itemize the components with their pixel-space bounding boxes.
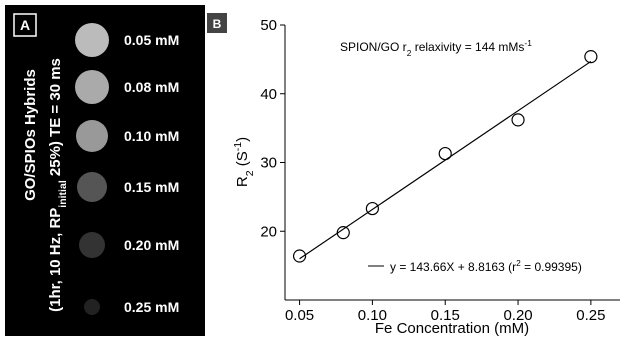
y-tick-label: 50 [260,17,277,34]
data-point [366,203,378,215]
title-part: initial [57,180,69,208]
panel-label: A [20,17,30,33]
concentration-label: 0.20 mM [124,237,179,253]
concentration-label: 0.15 mM [124,179,179,195]
phantom [75,70,109,104]
phantom [79,232,105,258]
concentration-label: 0.25 mM [124,299,179,315]
title-part: GO/SPIOs Hybrids [22,69,39,201]
x-tick-label: 0.10 [358,307,387,324]
x-tick-label: 0.25 [576,307,605,324]
y-label-part: (S [234,151,251,170]
concentration-label: 0.08 mM [124,79,179,95]
annotation-part: SPION/GO r [340,40,407,54]
x-tick-label: 0.20 [503,307,532,324]
phantom [77,172,107,202]
y-tick-label: 30 [260,155,277,172]
panel-title: GO/SPIOs Hybrids [22,69,39,201]
annotation-part: relaxivity = 144 mMs [411,40,524,54]
data-point [439,148,451,160]
figure: A GO/SPIOs Hybrids (1hr, 10 Hz, RPinitia… [0,0,625,341]
y-label-part: R [234,176,251,187]
y-axis-label: R2 (S-1) [232,137,256,187]
y-label-part: ) [234,137,251,142]
y-tick-label: 20 [260,223,277,240]
phantom [84,299,100,315]
data-point [512,114,524,126]
fit-label-part: = 0.99395) [521,260,582,274]
data-point [585,51,597,63]
annotation: SPION/GO r2 relaxivity = 144 mMs-1 [340,38,532,58]
concentration-label: 0.05 mM [124,32,179,48]
y-tick-label: 40 [260,86,277,103]
panel-label: B [213,17,222,31]
fit-label-part: y = 143.66X + 8.8163 (r [390,260,516,274]
y-label-part: -1 [232,142,244,151]
title-part: (1hr, 10 Hz, RP [47,208,64,312]
annotation-part: -1 [524,38,532,48]
x-tick-label: 0.15 [431,307,460,324]
phantom [75,23,109,57]
x-tick-label: 0.05 [285,307,314,324]
phantom [76,120,108,152]
fit-label: y = 143.66X + 8.8163 (r2 = 0.99395) [390,258,582,274]
title-part: 25%) TE = 30 ms [47,58,64,180]
concentration-label: 0.10 mM [124,128,179,144]
